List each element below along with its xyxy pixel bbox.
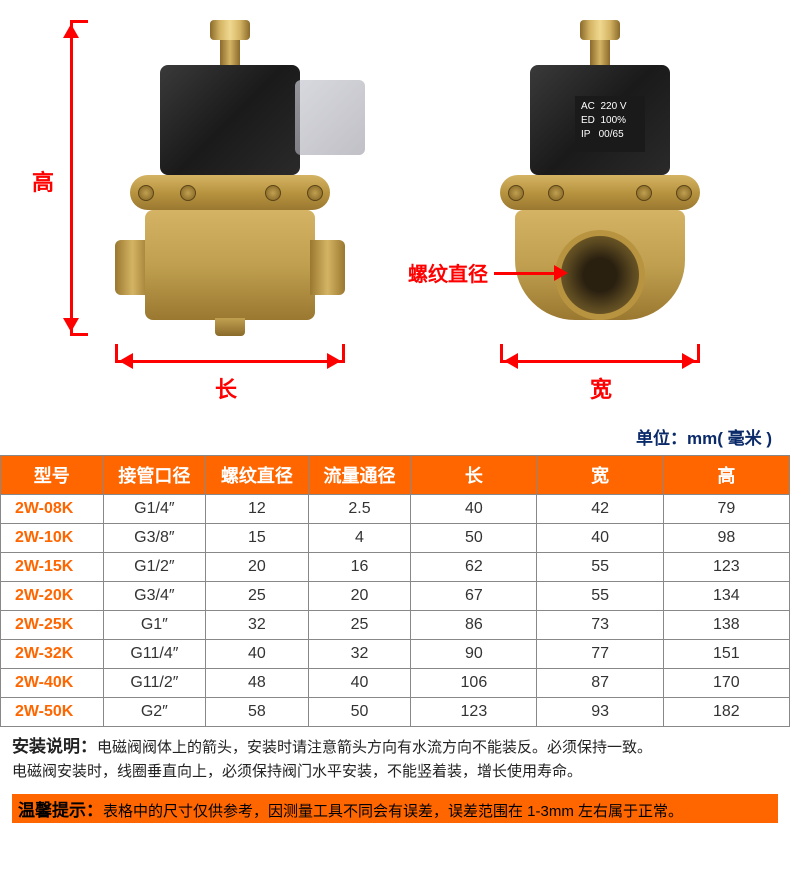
value-cell: 87 bbox=[537, 669, 663, 698]
value-cell: 123 bbox=[411, 698, 537, 727]
value-cell: 123 bbox=[663, 553, 789, 582]
warm-tip-lead: 温馨提示： bbox=[18, 801, 103, 820]
valve-front-view: AC 220 V ED 100% IP 00/65 bbox=[500, 20, 700, 360]
table-header-row: 型号接管口径螺纹直径流量通径长宽高 bbox=[1, 456, 790, 495]
table-header-cell: 螺纹直径 bbox=[206, 456, 309, 495]
value-cell: 2.5 bbox=[308, 495, 411, 524]
value-cell: 151 bbox=[663, 640, 789, 669]
value-cell: G3/4″ bbox=[103, 582, 206, 611]
value-cell: G3/8″ bbox=[103, 524, 206, 553]
value-cell: 73 bbox=[537, 611, 663, 640]
value-cell: 40 bbox=[206, 640, 309, 669]
install-lead: 安装说明： bbox=[12, 737, 97, 756]
connector bbox=[295, 80, 365, 155]
value-cell: 62 bbox=[411, 553, 537, 582]
value-cell: 93 bbox=[537, 698, 663, 727]
table-row: 2W-15KG1/2″20166255123 bbox=[1, 553, 790, 582]
solenoid-coil bbox=[160, 65, 300, 175]
table-row: 2W-40KG11/2″484010687170 bbox=[1, 669, 790, 698]
table-header-cell: 接管口径 bbox=[103, 456, 206, 495]
value-cell: 79 bbox=[663, 495, 789, 524]
height-bracket bbox=[70, 20, 73, 336]
value-cell: 86 bbox=[411, 611, 537, 640]
value-cell: G2″ bbox=[103, 698, 206, 727]
thread-port bbox=[555, 230, 645, 320]
table-header-cell: 宽 bbox=[537, 456, 663, 495]
value-cell: G1/2″ bbox=[103, 553, 206, 582]
unit-label: 单位：mm( 毫米 ) bbox=[0, 420, 790, 455]
model-cell: 2W-20K bbox=[1, 582, 104, 611]
value-cell: 42 bbox=[537, 495, 663, 524]
model-cell: 2W-25K bbox=[1, 611, 104, 640]
thread-label: 螺纹直径 bbox=[408, 258, 488, 287]
width-label: 宽 bbox=[590, 372, 612, 404]
table-header-cell: 流量通径 bbox=[308, 456, 411, 495]
table-header-cell: 长 bbox=[411, 456, 537, 495]
value-cell: 50 bbox=[308, 698, 411, 727]
value-cell: 15 bbox=[206, 524, 309, 553]
value-cell: G1″ bbox=[103, 611, 206, 640]
length-label: 长 bbox=[215, 372, 237, 404]
value-cell: 182 bbox=[663, 698, 789, 727]
value-cell: G11/4″ bbox=[103, 640, 206, 669]
value-cell: 138 bbox=[663, 611, 789, 640]
table-row: 2W-10KG3/8″154504098 bbox=[1, 524, 790, 553]
table-row: 2W-20KG3/4″25206755134 bbox=[1, 582, 790, 611]
model-cell: 2W-40K bbox=[1, 669, 104, 698]
valve-side-view bbox=[120, 20, 340, 360]
value-cell: 106 bbox=[411, 669, 537, 698]
value-cell: 25 bbox=[308, 611, 411, 640]
thread-arrow bbox=[494, 272, 554, 275]
dimension-diagram: 高 长 AC 220 V ED 100% IP 00/65 bbox=[0, 0, 790, 420]
rating-label: AC 220 V ED 100% IP 00/65 bbox=[575, 96, 645, 152]
install-notes: 安装说明：电磁阀阀体上的箭头，安装时请注意箭头方向有水流方向不能装反。必须保持一… bbox=[0, 727, 790, 794]
value-cell: 67 bbox=[411, 582, 537, 611]
flange bbox=[130, 175, 330, 210]
value-cell: 48 bbox=[206, 669, 309, 698]
value-cell: 12 bbox=[206, 495, 309, 524]
value-cell: 55 bbox=[537, 582, 663, 611]
value-cell: 4 bbox=[308, 524, 411, 553]
value-cell: G1/4″ bbox=[103, 495, 206, 524]
value-cell: 20 bbox=[308, 582, 411, 611]
value-cell: 32 bbox=[308, 640, 411, 669]
width-bracket bbox=[500, 360, 700, 363]
value-cell: 98 bbox=[663, 524, 789, 553]
value-cell: G11/2″ bbox=[103, 669, 206, 698]
model-cell: 2W-08K bbox=[1, 495, 104, 524]
table-row: 2W-25KG1″32258673138 bbox=[1, 611, 790, 640]
value-cell: 20 bbox=[206, 553, 309, 582]
top-nut bbox=[210, 20, 250, 40]
spec-table: 型号接管口径螺纹直径流量通径长宽高 2W-08KG1/4″122.5404279… bbox=[0, 455, 790, 727]
table-row: 2W-32KG11/4″40329077151 bbox=[1, 640, 790, 669]
value-cell: 50 bbox=[411, 524, 537, 553]
length-bracket bbox=[115, 360, 345, 363]
model-cell: 2W-32K bbox=[1, 640, 104, 669]
table-header-cell: 型号 bbox=[1, 456, 104, 495]
value-cell: 77 bbox=[537, 640, 663, 669]
table-row: 2W-50KG2″585012393182 bbox=[1, 698, 790, 727]
value-cell: 55 bbox=[537, 553, 663, 582]
valve-body bbox=[145, 210, 315, 320]
value-cell: 40 bbox=[537, 524, 663, 553]
value-cell: 16 bbox=[308, 553, 411, 582]
value-cell: 40 bbox=[308, 669, 411, 698]
value-cell: 32 bbox=[206, 611, 309, 640]
value-cell: 170 bbox=[663, 669, 789, 698]
value-cell: 90 bbox=[411, 640, 537, 669]
value-cell: 25 bbox=[206, 582, 309, 611]
table-row: 2W-08KG1/4″122.5404279 bbox=[1, 495, 790, 524]
value-cell: 40 bbox=[411, 495, 537, 524]
model-cell: 2W-15K bbox=[1, 553, 104, 582]
table-header-cell: 高 bbox=[663, 456, 789, 495]
model-cell: 2W-10K bbox=[1, 524, 104, 553]
value-cell: 134 bbox=[663, 582, 789, 611]
model-cell: 2W-50K bbox=[1, 698, 104, 727]
value-cell: 58 bbox=[206, 698, 309, 727]
height-label: 高 bbox=[32, 165, 54, 197]
warm-tip: 温馨提示：表格中的尺寸仅供参考，因测量工具不同会有误差，误差范围在 1-3mm … bbox=[12, 794, 778, 823]
